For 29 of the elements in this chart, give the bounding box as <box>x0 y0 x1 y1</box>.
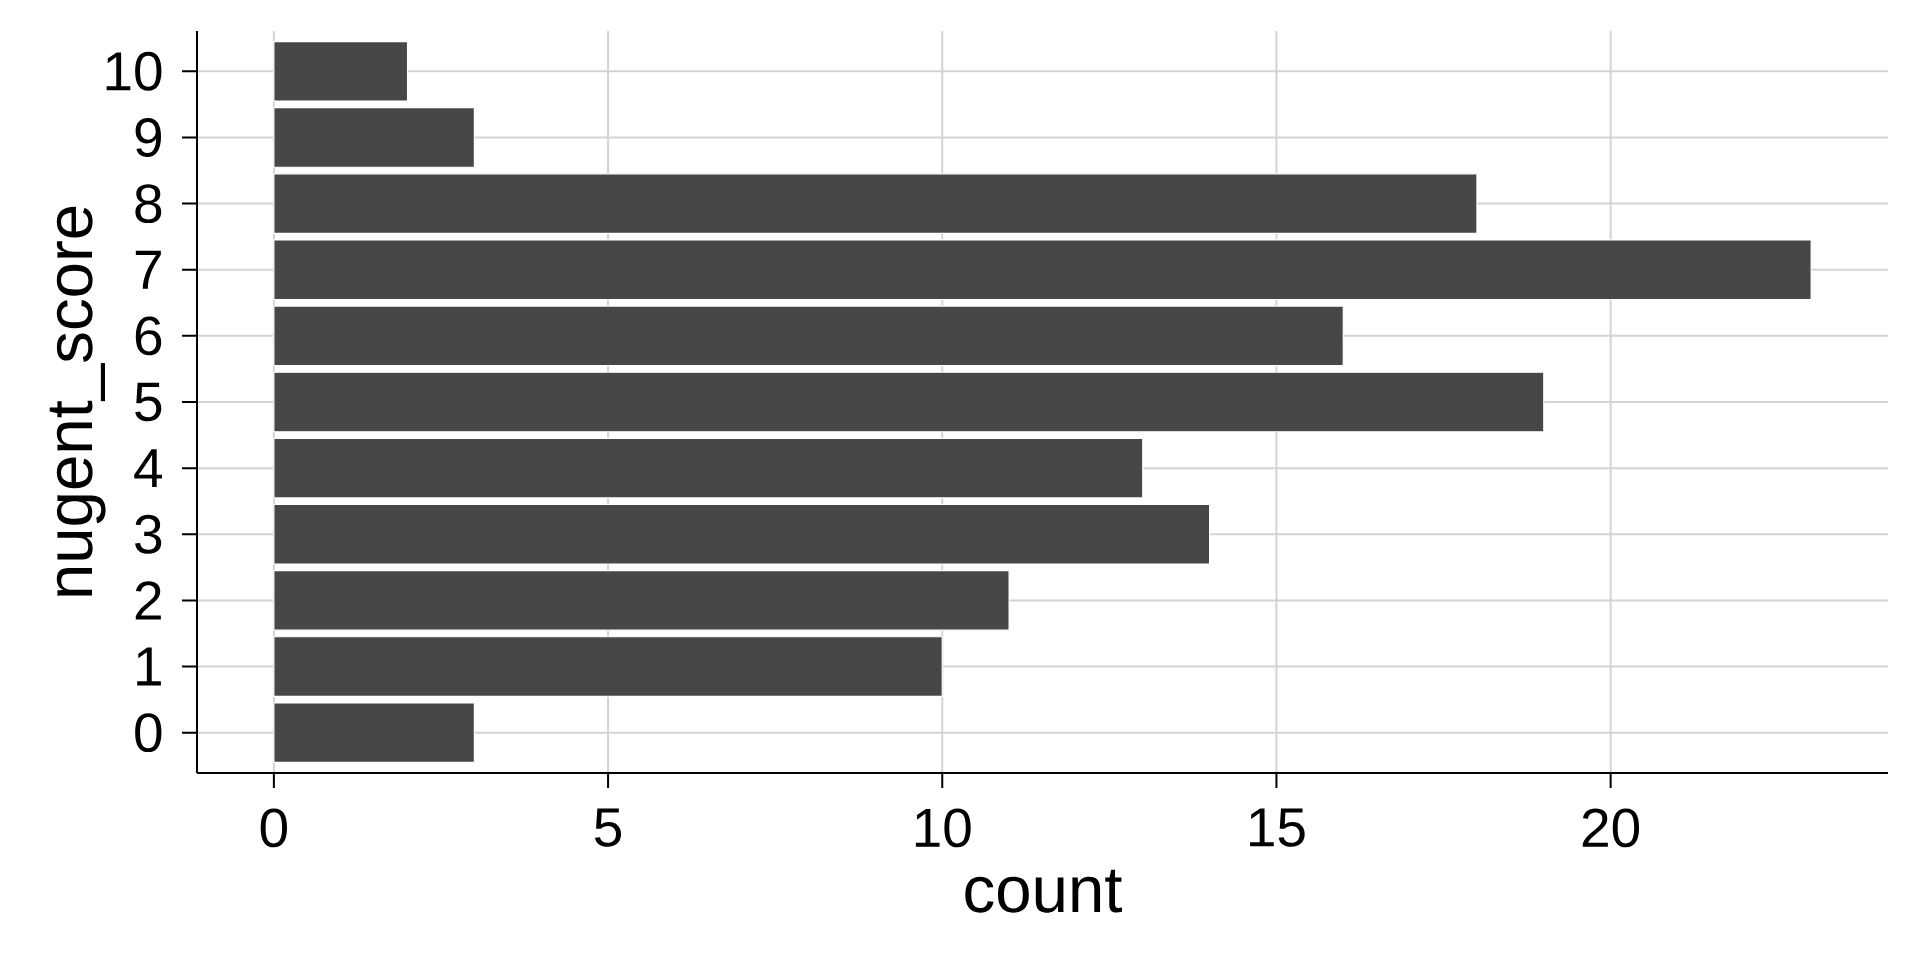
bar <box>273 173 1478 234</box>
y-tick-label: 8 <box>135 184 162 224</box>
bar <box>273 437 1144 499</box>
y-tick-label: 1 <box>137 647 161 686</box>
y-tick-label: 3 <box>135 514 162 554</box>
bar <box>273 570 1010 631</box>
y-tick-label: 10 <box>106 51 162 91</box>
bar <box>273 239 1812 301</box>
y-tick-label: 5 <box>135 382 162 422</box>
bar <box>273 702 475 764</box>
x-axis-title: count <box>965 869 1122 913</box>
bar <box>273 305 1344 367</box>
y-tick-label: 7 <box>135 250 161 289</box>
y-tick-label: 0 <box>135 713 162 753</box>
bar <box>273 40 409 102</box>
bar <box>273 371 1545 433</box>
x-tick-label: 15 <box>1250 808 1305 847</box>
x-tick-label: 10 <box>915 808 971 848</box>
y-tick-label: 6 <box>135 316 162 356</box>
y-tick-label: 9 <box>135 118 161 157</box>
x-tick-label: 20 <box>1582 808 1640 848</box>
y-tick-label: 2 <box>135 581 161 620</box>
x-tick-label: 5 <box>594 808 622 847</box>
y-tick-label: 4 <box>134 449 162 488</box>
bar <box>273 503 1211 565</box>
x-tick-label: 0 <box>260 808 287 848</box>
y-axis-title: nugent_score <box>49 206 106 596</box>
bar <box>273 636 943 697</box>
bar <box>273 107 475 168</box>
